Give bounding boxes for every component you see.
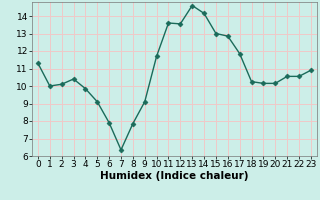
X-axis label: Humidex (Indice chaleur): Humidex (Indice chaleur) (100, 171, 249, 181)
